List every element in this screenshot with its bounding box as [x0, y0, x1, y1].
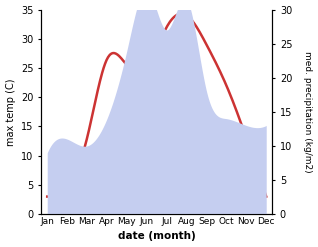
- X-axis label: date (month): date (month): [118, 231, 196, 242]
- Y-axis label: max temp (C): max temp (C): [5, 78, 16, 145]
- Y-axis label: med. precipitation (kg/m2): med. precipitation (kg/m2): [303, 51, 313, 173]
